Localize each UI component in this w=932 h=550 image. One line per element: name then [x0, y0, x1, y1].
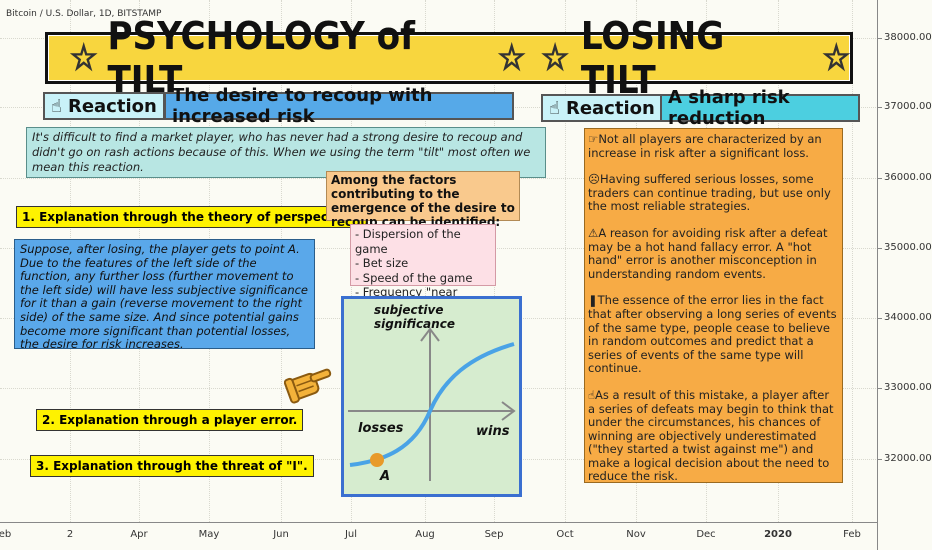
point-a-marker	[370, 453, 384, 467]
pointing-hand-icon: ☝	[588, 387, 596, 402]
factors-list: - Dispersion of the game - Bet size - Sp…	[350, 224, 496, 314]
factor-item: - Bet size	[355, 256, 409, 270]
star-icon: ☆	[541, 37, 570, 79]
right-reaction-tag: ☝ Reaction	[541, 94, 663, 122]
time-tick: May	[198, 529, 220, 540]
price-tick: 38000.00	[884, 32, 932, 43]
paragraph: ☝As a result of this mistake, a player a…	[588, 387, 839, 484]
sad-face-icon: ☹	[588, 172, 600, 187]
warning-icon: ⚠	[588, 225, 599, 240]
chart-symbol-label: Bitcoin / U.S. Dollar, 1D, BITSTAMP	[6, 9, 162, 19]
left-reaction-topic: The desire to recoup with increased risk	[164, 85, 514, 127]
paragraph-text: As a result of this mistake, a player af…	[588, 387, 834, 484]
time-axis[interactable]: eb 2 Apr May Jun Jul Aug Sep Oct Nov Dec…	[0, 522, 877, 550]
time-tick: Sep	[484, 529, 504, 540]
star-icon: ☆	[69, 37, 98, 79]
pin-icon: ❚	[588, 293, 598, 308]
factors-heading: Among the factors contributing to the em…	[326, 171, 520, 229]
time-tick: 2020	[764, 529, 792, 540]
explanation-1: 1. Explanation through the theory of per…	[16, 206, 367, 228]
time-tick: Aug	[415, 529, 435, 540]
pointing-up-icon: ☝	[549, 97, 560, 119]
paragraph: ☞Not all players are characterized by an…	[588, 132, 839, 160]
star-icon: ☆	[822, 37, 851, 79]
left-reaction-label: Reaction	[67, 95, 157, 117]
price-tick: 36000.00	[884, 172, 932, 183]
time-tick: Jul	[344, 529, 358, 540]
explanation-3: 3. Explanation through the threat of "I"…	[30, 455, 314, 477]
price-tick: 33000.00	[884, 382, 932, 393]
price-tick: 32000.00	[884, 453, 932, 464]
y-axis-arrow	[420, 327, 440, 342]
left-reaction-tag: ☝ Reaction	[43, 92, 165, 120]
graph-losses-label: losses	[358, 421, 404, 436]
right-reaction-topic: A sharp risk reduction	[660, 87, 860, 129]
perspectives-text: Suppose, after losing, the player gets t…	[14, 239, 315, 351]
time-tick: Apr	[130, 529, 148, 540]
time-tick: eb	[0, 529, 12, 540]
paragraph: ❚The essence of the error lies in the fa…	[588, 294, 839, 376]
finger-pointing-icon: ☞	[588, 132, 599, 146]
paragraph-text: Not all players are characterized by an …	[588, 132, 822, 160]
paragraph-text: A reason for avoiding risk after a defea…	[588, 225, 828, 281]
right-reaction-label: Reaction	[565, 97, 655, 119]
explanation-2: 2. Explanation through a player error.	[36, 409, 304, 431]
time-tick: Nov	[626, 529, 646, 540]
graph-wins-label: wins	[476, 424, 510, 439]
factor-item: - Dispersion of the game	[355, 227, 461, 256]
time-tick: Jun	[273, 529, 289, 540]
pointing-up-icon: ☝	[51, 95, 62, 117]
intro-text: It's difficult to find a market player, …	[26, 127, 546, 178]
title-banner: ☆ PSYCHOLOGY of TILT ☆ ☆ LOSING TILT ☆	[45, 14, 853, 102]
factor-item: - Speed of the game	[355, 270, 473, 285]
price-axis[interactable]: 38000.00 37000.00 36000.00 35000.00 3400…	[877, 0, 932, 550]
pointing-hand-icon	[284, 368, 332, 404]
paragraph: ⚠A reason for avoiding risk after a defe…	[588, 225, 839, 281]
losing-tilt-text: ☞Not all players are characterized by an…	[584, 128, 843, 483]
value-curve	[349, 342, 515, 467]
time-tick: Oct	[556, 529, 574, 540]
price-tick: 37000.00	[884, 101, 932, 112]
graph-point-a-label: A	[380, 469, 391, 484]
value-function-graph: subjective significance losses wins A	[341, 296, 522, 497]
paragraph-text: Having suffered serious losses, some tra…	[588, 172, 831, 214]
price-tick: 34000.00	[884, 312, 932, 323]
time-tick: Feb	[843, 529, 861, 540]
time-tick: Dec	[696, 529, 716, 540]
star-icon: ☆	[497, 37, 526, 79]
x-axis-arrow	[501, 401, 516, 421]
paragraph: ☹Having suffered serious losses, some tr…	[588, 172, 839, 214]
paragraph-text: The essence of the error lies in the fac…	[588, 293, 837, 376]
time-tick: 2	[66, 529, 74, 540]
price-tick: 35000.00	[884, 242, 932, 253]
graph-title: subjective significance	[374, 303, 455, 331]
